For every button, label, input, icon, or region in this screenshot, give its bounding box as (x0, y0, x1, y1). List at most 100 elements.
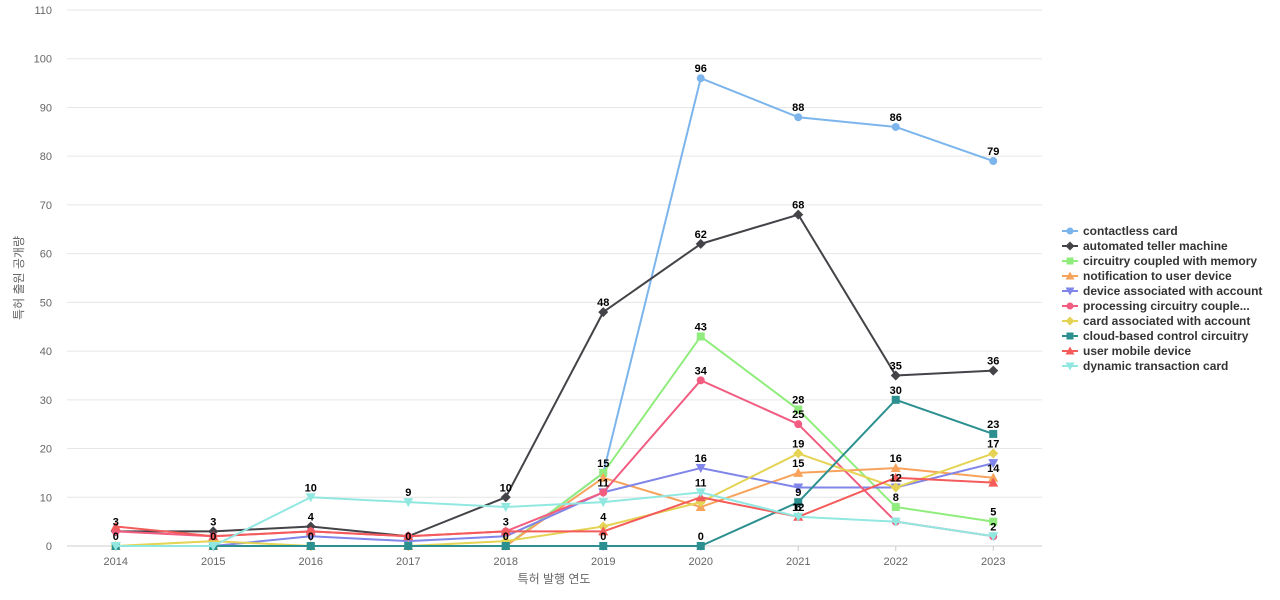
legend-marker[interactable] (1065, 241, 1075, 251)
data-point[interactable] (208, 531, 219, 541)
legend-item[interactable]: contactless card (1062, 224, 1178, 238)
data-label: 0 (405, 531, 411, 543)
legend-label: processing circuitry couple... (1083, 299, 1250, 313)
data-point[interactable] (988, 472, 999, 482)
y-tick-label: 40 (40, 346, 52, 358)
data-point[interactable] (891, 503, 900, 512)
legend-marker[interactable] (1065, 287, 1075, 296)
data-point[interactable] (403, 531, 414, 541)
data-point[interactable] (793, 483, 804, 493)
legend-marker[interactable] (1065, 346, 1075, 355)
data-label: 9 (405, 487, 411, 499)
data-point[interactable] (989, 429, 998, 438)
legend-item[interactable]: cloud-based control circuitry (1062, 329, 1249, 343)
x-tick-label: 2018 (494, 556, 518, 568)
data-point[interactable] (890, 517, 901, 527)
series-layer (110, 74, 999, 551)
data-point[interactable] (500, 492, 511, 503)
data-point[interactable] (500, 526, 511, 536)
legend-marker[interactable] (1066, 227, 1074, 235)
data-point[interactable] (599, 542, 608, 550)
data-point[interactable] (598, 498, 609, 508)
data-point[interactable] (890, 370, 901, 381)
legend-marker[interactable] (1066, 257, 1074, 265)
series-line (115, 452, 994, 547)
data-point[interactable] (891, 395, 900, 404)
data-point[interactable] (890, 463, 901, 473)
data-point[interactable] (598, 472, 609, 482)
data-point[interactable] (794, 498, 803, 507)
legend-marker[interactable] (1066, 302, 1074, 310)
data-label: 43 (695, 321, 707, 333)
data-point[interactable] (696, 332, 705, 341)
data-point[interactable] (794, 405, 803, 414)
x-tick-label: 2016 (299, 556, 323, 568)
data-point[interactable] (793, 467, 804, 477)
x-tick-label: 2017 (396, 556, 420, 568)
legend-item[interactable]: circuitry coupled with memory (1062, 254, 1257, 268)
x-tick-label: 2019 (591, 556, 615, 568)
legend-item[interactable]: notification to user device (1062, 269, 1232, 283)
legend-marker[interactable] (1065, 316, 1075, 326)
data-point[interactable] (988, 459, 999, 469)
data-label: 15 (597, 458, 609, 470)
data-point[interactable] (696, 74, 705, 83)
legend-marker[interactable] (1065, 271, 1075, 280)
data-label: 4 (600, 512, 607, 524)
data-label: 4 (308, 512, 315, 524)
data-point[interactable] (695, 464, 706, 474)
legend-item[interactable]: card associated with account (1062, 314, 1250, 328)
data-point[interactable] (403, 498, 414, 508)
legend-marker[interactable] (1066, 332, 1074, 340)
data-point[interactable] (306, 542, 315, 550)
data-point[interactable] (599, 488, 608, 497)
data-point[interactable] (890, 472, 901, 482)
y-tick-label: 100 (34, 54, 52, 66)
data-point[interactable] (793, 448, 804, 459)
data-point[interactable] (305, 526, 316, 536)
y-tick-label: 90 (40, 102, 52, 114)
legend-item[interactable]: processing circuitry couple... (1062, 299, 1250, 313)
data-point[interactable] (501, 542, 510, 550)
x-tick-label: 2023 (981, 556, 1005, 568)
data-point[interactable] (794, 420, 803, 429)
data-label: 11 (695, 477, 707, 489)
data-label: 28 (792, 395, 804, 407)
legend-item[interactable]: dynamic transaction card (1062, 359, 1228, 373)
data-point[interactable] (500, 503, 511, 513)
legend-marker[interactable] (1065, 362, 1075, 371)
legend-item[interactable]: automated teller machine (1062, 239, 1228, 253)
data-point[interactable] (208, 542, 219, 551)
data-point[interactable] (696, 542, 705, 550)
data-point[interactable] (598, 526, 609, 536)
data-point[interactable] (988, 365, 999, 376)
data-point[interactable] (305, 493, 316, 503)
data-point[interactable] (989, 517, 998, 526)
data-point[interactable] (110, 521, 121, 531)
data-point[interactable] (695, 488, 706, 498)
data-point[interactable] (696, 376, 705, 385)
data-point[interactable] (110, 542, 121, 551)
data-point[interactable] (598, 307, 609, 318)
data-point[interactable] (695, 238, 706, 249)
legend-item[interactable]: device associated with account (1062, 284, 1262, 298)
data-point[interactable] (988, 477, 999, 487)
legend-item[interactable]: user mobile device (1062, 344, 1191, 358)
data-point[interactable] (988, 532, 999, 542)
data-point[interactable] (988, 448, 999, 459)
y-tick-label: 30 (40, 395, 52, 407)
data-point[interactable] (793, 209, 804, 220)
data-point[interactable] (891, 122, 900, 131)
data-label: 0 (698, 531, 704, 543)
data-label: 10 (305, 482, 317, 494)
data-label: 3 (210, 516, 216, 528)
data-point[interactable] (890, 482, 901, 493)
data-point[interactable] (404, 542, 413, 550)
data-point[interactable] (794, 113, 803, 122)
data-point[interactable] (989, 157, 998, 166)
data-point[interactable] (793, 512, 804, 522)
y-tick-label: 10 (40, 492, 52, 504)
